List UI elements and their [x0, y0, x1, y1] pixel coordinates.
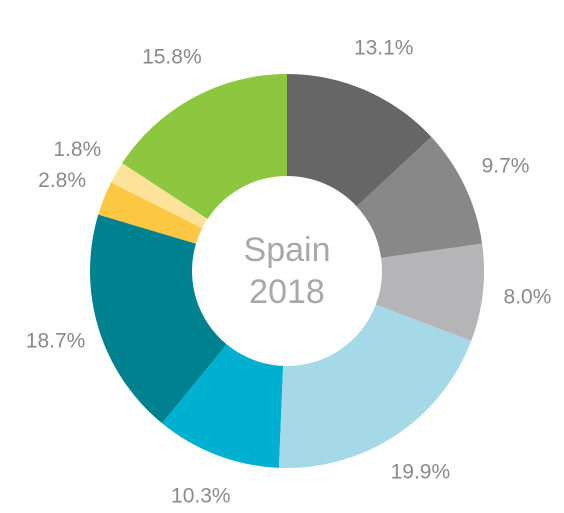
data-label: 10.3% [171, 485, 231, 508]
slice [162, 344, 284, 468]
data-label: 13.1% [354, 37, 414, 60]
slice [98, 182, 203, 244]
data-label: 19.9% [391, 460, 451, 483]
slice [122, 74, 288, 220]
chart-title: Spain [244, 231, 331, 269]
data-label: 2.8% [38, 169, 86, 192]
data-label: 1.8% [53, 138, 101, 161]
data-label: 15.8% [142, 46, 202, 69]
slice [111, 163, 208, 229]
slice [278, 304, 472, 468]
data-label: 18.7% [26, 329, 86, 352]
data-label: 8.0% [504, 285, 552, 308]
slice [375, 243, 485, 341]
slice [90, 214, 227, 424]
data-label: 9.7% [482, 155, 530, 178]
slice [287, 74, 432, 207]
slice [356, 136, 483, 258]
chart-subtitle: 2018 [249, 273, 325, 311]
